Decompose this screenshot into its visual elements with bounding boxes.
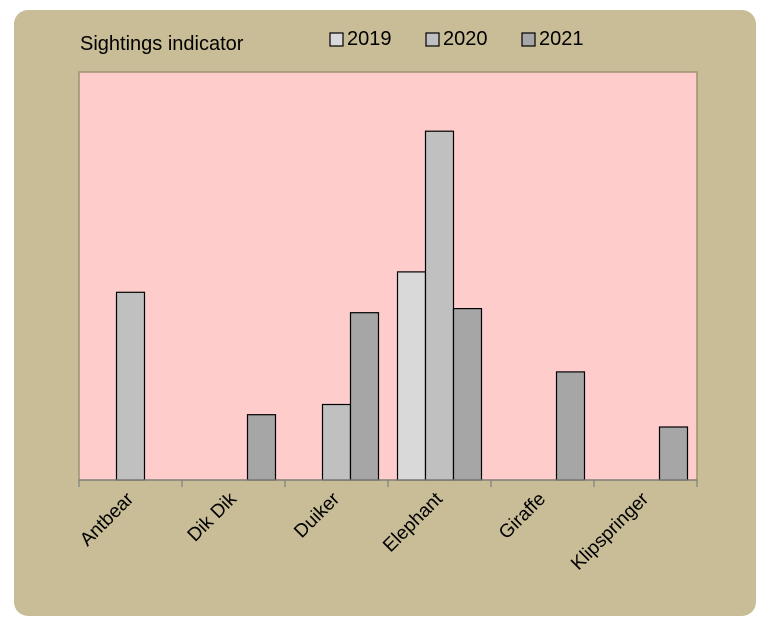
legend-swatch-2019 xyxy=(329,32,344,47)
x-axis xyxy=(78,479,698,487)
legend-swatch-2020 xyxy=(425,32,440,47)
chart-title: Sightings indicator xyxy=(80,33,244,55)
bar-duiker-2020 xyxy=(321,403,352,481)
bar-klipspringer-2021 xyxy=(658,426,689,481)
bar-duiker-2021 xyxy=(349,312,380,481)
bars-group xyxy=(115,130,689,481)
chart-card: Sightings indicator 2019 2020 2021 Antbear… xyxy=(14,10,756,616)
plot-area xyxy=(78,71,698,481)
bar-antbear-2020 xyxy=(115,291,146,481)
legend-swatch-2021 xyxy=(521,32,536,47)
bar-dik-dik-2021 xyxy=(246,414,277,481)
chart-svg: Sightings indicator 2019 2020 2021 Antbear… xyxy=(14,10,756,616)
legend-label-2021: 2021 xyxy=(539,28,584,50)
legend-label-2020: 2020 xyxy=(443,28,488,50)
legend-label-2019: 2019 xyxy=(347,28,392,50)
bar-giraffe-2021 xyxy=(555,371,586,481)
bar-elephant-2019 xyxy=(396,271,427,481)
legend: 2019 2020 2021 xyxy=(329,28,584,50)
bar-elephant-2021 xyxy=(452,308,483,481)
bar-elephant-2020 xyxy=(424,130,455,481)
